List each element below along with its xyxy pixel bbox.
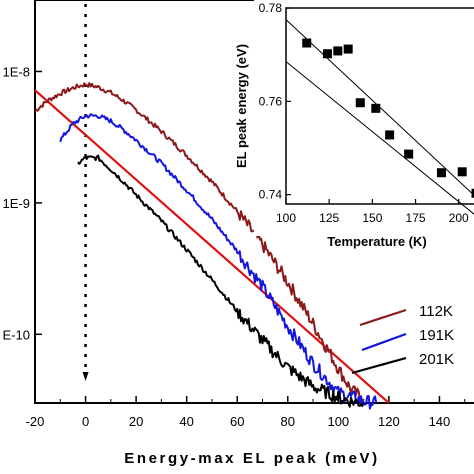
inset-point [371,103,381,113]
inset-fit-line [285,19,474,196]
y-tick-label: 1E-8 [3,64,30,79]
legend-label-191K: 191K [419,327,454,344]
y-tick-label: 1E-9 [3,196,30,211]
main-series [34,82,390,410]
zero-arrow [82,372,89,381]
inset-frame [285,7,474,205]
inset-x-ticks: 100 125 150 175 200 [276,199,469,225]
x-tick-label: 120 [378,414,400,429]
x-tick-label: 40 [179,414,193,429]
x-tick-label: -20 [26,414,45,429]
inset-point [404,149,414,159]
inset-point [457,167,467,177]
zero-marker [82,4,89,381]
x-tick-label: 80 [281,414,295,429]
legend-line-191K [361,332,407,352]
x-tick-label: 140 [429,414,451,429]
main-plot: -20 0 20 40 60 80 100 120 140 1E-81E-9E-10 112K1… [3,0,474,467]
inset-y-tick-label: 0.76 [259,94,283,108]
series-line-191K [59,113,378,410]
x-axis-label: Energy-max EL peak (meV) [124,450,380,467]
inset-points [302,38,474,198]
inset-x-tick-label: 100 [276,211,296,225]
x-tick-label: 100 [327,414,349,429]
x-tick-label: 0 [82,414,89,429]
x-tick-label: 60 [230,414,244,429]
inset-y-tick-label: 0.78 [259,1,283,15]
inset-x-tick-label: 125 [319,211,339,225]
main-y-ticks: 1E-8 1E-9 E-10 [3,64,42,342]
inset-point [471,188,474,198]
inset-point [322,49,332,59]
legend-line-201K [351,356,407,375]
inset-point [343,44,353,54]
main-x-ticks: -20 0 20 40 60 80 100 120 140 [26,396,466,429]
inset-y-tick-label: 0.74 [259,188,283,202]
y-tick-label: E-10 [3,327,30,342]
x-tick-label: 20 [129,414,143,429]
inset-y-axis-label: EL peak energy (eV) [234,44,249,168]
legend: 112K 191K 201K [351,303,454,375]
inset-plot: 100 125 150 175 200 0.74 0.76 0.78 Temperature… [234,0,474,249]
inset-x-tick-label: 175 [406,211,426,225]
inset-background [254,0,474,236]
legend-label-112K: 112K [419,303,453,320]
inset-fit-line [285,61,474,215]
legend-label-201K: 201K [419,351,454,368]
inset-fit-lines [285,19,474,215]
inset-point [355,98,365,108]
inset-x-tick-label: 150 [362,211,382,225]
legend-line-112K [359,308,407,327]
inset-point [302,38,312,48]
inset-x-axis-label: Temperature (K) [327,234,426,249]
inset-point [385,130,395,140]
inset-point [436,168,446,178]
inset-y-ticks: 0.74 0.76 0.78 [259,1,291,202]
inset-point [333,46,343,56]
series-line-112K [34,82,365,404]
inset-x-tick-label: 200 [449,211,469,225]
series-line-201K [77,154,365,408]
